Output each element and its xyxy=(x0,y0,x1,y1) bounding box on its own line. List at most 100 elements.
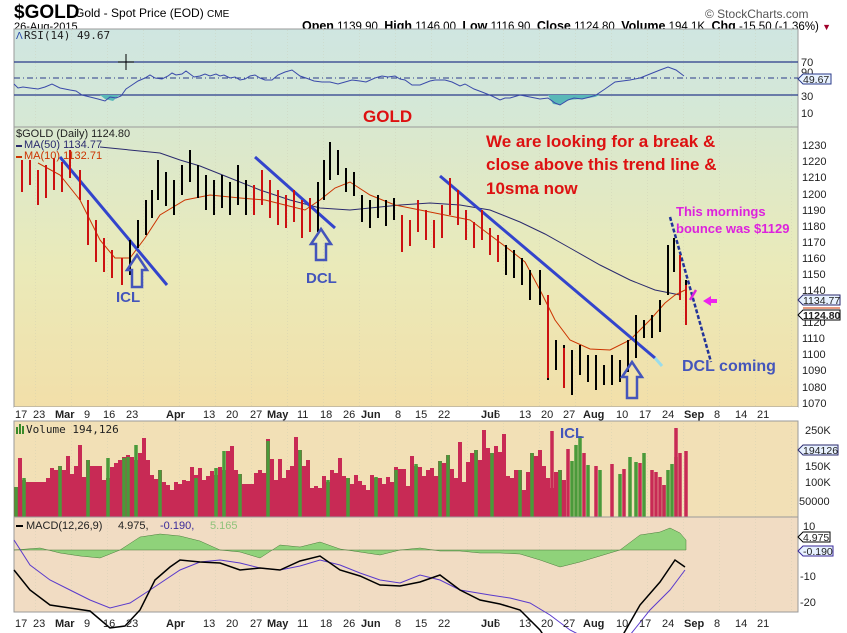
svg-text:16: 16 xyxy=(103,409,115,421)
volume-axis: 250K 150K 100K 50000 194126 xyxy=(797,425,839,508)
svg-text:27: 27 xyxy=(250,618,262,630)
svg-text:6: 6 xyxy=(494,409,500,421)
svg-text:17: 17 xyxy=(639,618,651,630)
svg-text:May: May xyxy=(267,409,289,421)
svg-text:27: 27 xyxy=(250,409,262,421)
volume-legend: Volume 194,126 ICL xyxy=(16,423,584,442)
svg-text:13: 13 xyxy=(203,409,215,421)
svg-text:1170: 1170 xyxy=(802,237,826,249)
svg-text:13: 13 xyxy=(203,618,215,630)
volume-panel xyxy=(13,420,799,518)
note-line-2: close above this trend line & xyxy=(486,155,717,174)
macd-legend-hist: 5.165 xyxy=(210,520,238,532)
svg-text:18: 18 xyxy=(320,618,332,630)
svg-text:May: May xyxy=(267,618,289,630)
svg-text:Jul: Jul xyxy=(481,409,497,421)
svg-text:15: 15 xyxy=(415,409,427,421)
svg-text:23: 23 xyxy=(126,409,138,421)
svg-text:1070: 1070 xyxy=(802,398,826,410)
svg-text:Mar: Mar xyxy=(55,618,75,630)
svg-text:20: 20 xyxy=(541,618,553,630)
date-axis-bottom: 17 23 Mar 9 16 23 Apr 13 20 27 May 11 18 26 Jun… xyxy=(15,618,769,630)
svg-text:21: 21 xyxy=(757,409,769,421)
svg-text:1110: 1110 xyxy=(802,333,825,345)
svg-text:1200: 1200 xyxy=(802,189,826,201)
signal-value-tag: -0.190 xyxy=(803,546,833,558)
dcl-label: DCL xyxy=(306,270,337,287)
rsi-tick: 30 xyxy=(801,91,813,103)
rsi-value-tag: 49.67 xyxy=(803,74,829,86)
svg-text:15: 15 xyxy=(415,618,427,630)
svg-text:22: 22 xyxy=(438,409,450,421)
ma10-legend: MA(10) 1132.71 xyxy=(24,150,102,162)
rsi-tick: 10 xyxy=(801,108,813,120)
instrument-name: Gold - Spot Price (EOD) CME xyxy=(75,6,229,20)
svg-text:50000: 50000 xyxy=(799,496,830,508)
icl-july-label: ICL xyxy=(560,425,584,442)
macd-legend-name: MACD(12,26,9) xyxy=(26,520,102,532)
instrument-desc: Gold - Spot Price (EOD) xyxy=(75,6,204,20)
svg-text:Apr: Apr xyxy=(166,409,186,421)
date-axis-top: 17 23 Mar 9 16 23 Apr 13 20 27 May 11 18 26 Jun… xyxy=(14,407,798,421)
svg-text:Mar: Mar xyxy=(55,409,75,421)
svg-text:20: 20 xyxy=(226,409,238,421)
macd-legend: MACD(12,26,9) 4.975, -0.190, 5.165 xyxy=(16,520,238,532)
price-legend-symbol: $GOLD (Daily) 1124.80 xyxy=(16,128,130,140)
svg-text:-20: -20 xyxy=(800,597,816,609)
svg-text:9: 9 xyxy=(84,409,90,421)
svg-text:22: 22 xyxy=(438,618,450,630)
svg-text:11: 11 xyxy=(297,618,308,630)
svg-text:Jul: Jul xyxy=(481,618,497,630)
symbol-title: $GOLD xyxy=(14,2,80,23)
svg-text:Jun: Jun xyxy=(361,409,381,421)
macd-value-tag: 4.975 xyxy=(803,532,829,544)
svg-text:1090: 1090 xyxy=(802,365,826,377)
svg-text:Jun: Jun xyxy=(361,618,381,630)
svg-text:10: 10 xyxy=(616,409,628,421)
svg-text:Sep: Sep xyxy=(684,409,704,421)
svg-text:1190: 1190 xyxy=(802,205,826,217)
svg-text:1080: 1080 xyxy=(802,382,826,394)
svg-text:18: 18 xyxy=(320,409,332,421)
svg-text:Aug: Aug xyxy=(583,618,604,630)
macd-axis: 10 -10 -20 4.975 -0.190 xyxy=(797,521,834,609)
svg-text:8: 8 xyxy=(395,618,401,630)
svg-text:1150: 1150 xyxy=(802,269,826,281)
note-line-1: We are looking for a break & xyxy=(486,132,715,151)
svg-text:24: 24 xyxy=(662,409,674,421)
svg-text:1140: 1140 xyxy=(802,285,826,297)
note-line-3: 10sma now xyxy=(486,179,578,198)
rsi-tick: 70 xyxy=(801,57,813,69)
svg-text:16: 16 xyxy=(103,618,115,630)
svg-text:27: 27 xyxy=(563,618,575,630)
volume-legend-text: Volume 194,126 xyxy=(26,423,119,436)
dcl-coming-label: DCL coming xyxy=(682,358,776,375)
icl-label: ICL xyxy=(116,289,140,306)
svg-text:1100: 1100 xyxy=(802,349,826,361)
ma50-legend: MA(50) 1134.77 xyxy=(24,139,102,151)
copyright: © StockCharts.com xyxy=(705,7,809,21)
svg-text:1160: 1160 xyxy=(802,253,826,265)
svg-text:1220: 1220 xyxy=(802,156,826,168)
svg-text:250K: 250K xyxy=(805,425,831,437)
svg-text:6: 6 xyxy=(494,618,500,630)
bounce-line-2: bounce was $1129 xyxy=(676,221,789,236)
bounce-line-1: This mornings xyxy=(676,204,766,219)
svg-text:27: 27 xyxy=(563,409,575,421)
svg-text:23: 23 xyxy=(33,618,45,630)
svg-text:Apr: Apr xyxy=(166,618,186,630)
svg-text:23: 23 xyxy=(126,618,138,630)
close-value-tag: 1124.80 xyxy=(803,310,841,322)
price-panel xyxy=(13,126,799,408)
rsi-icon: Λ xyxy=(16,31,23,42)
price-annotations: We are looking for a break & close above… xyxy=(116,132,789,375)
svg-text:10: 10 xyxy=(616,618,628,630)
svg-text:14: 14 xyxy=(735,618,747,630)
rsi-axis: 90 70 30 10 49.67 xyxy=(797,57,832,120)
down-arrow-icon: ▼ xyxy=(822,22,832,32)
svg-text:8: 8 xyxy=(714,618,720,630)
exchange: CME xyxy=(207,9,230,20)
svg-text:26: 26 xyxy=(343,618,355,630)
svg-text:23: 23 xyxy=(33,409,45,421)
